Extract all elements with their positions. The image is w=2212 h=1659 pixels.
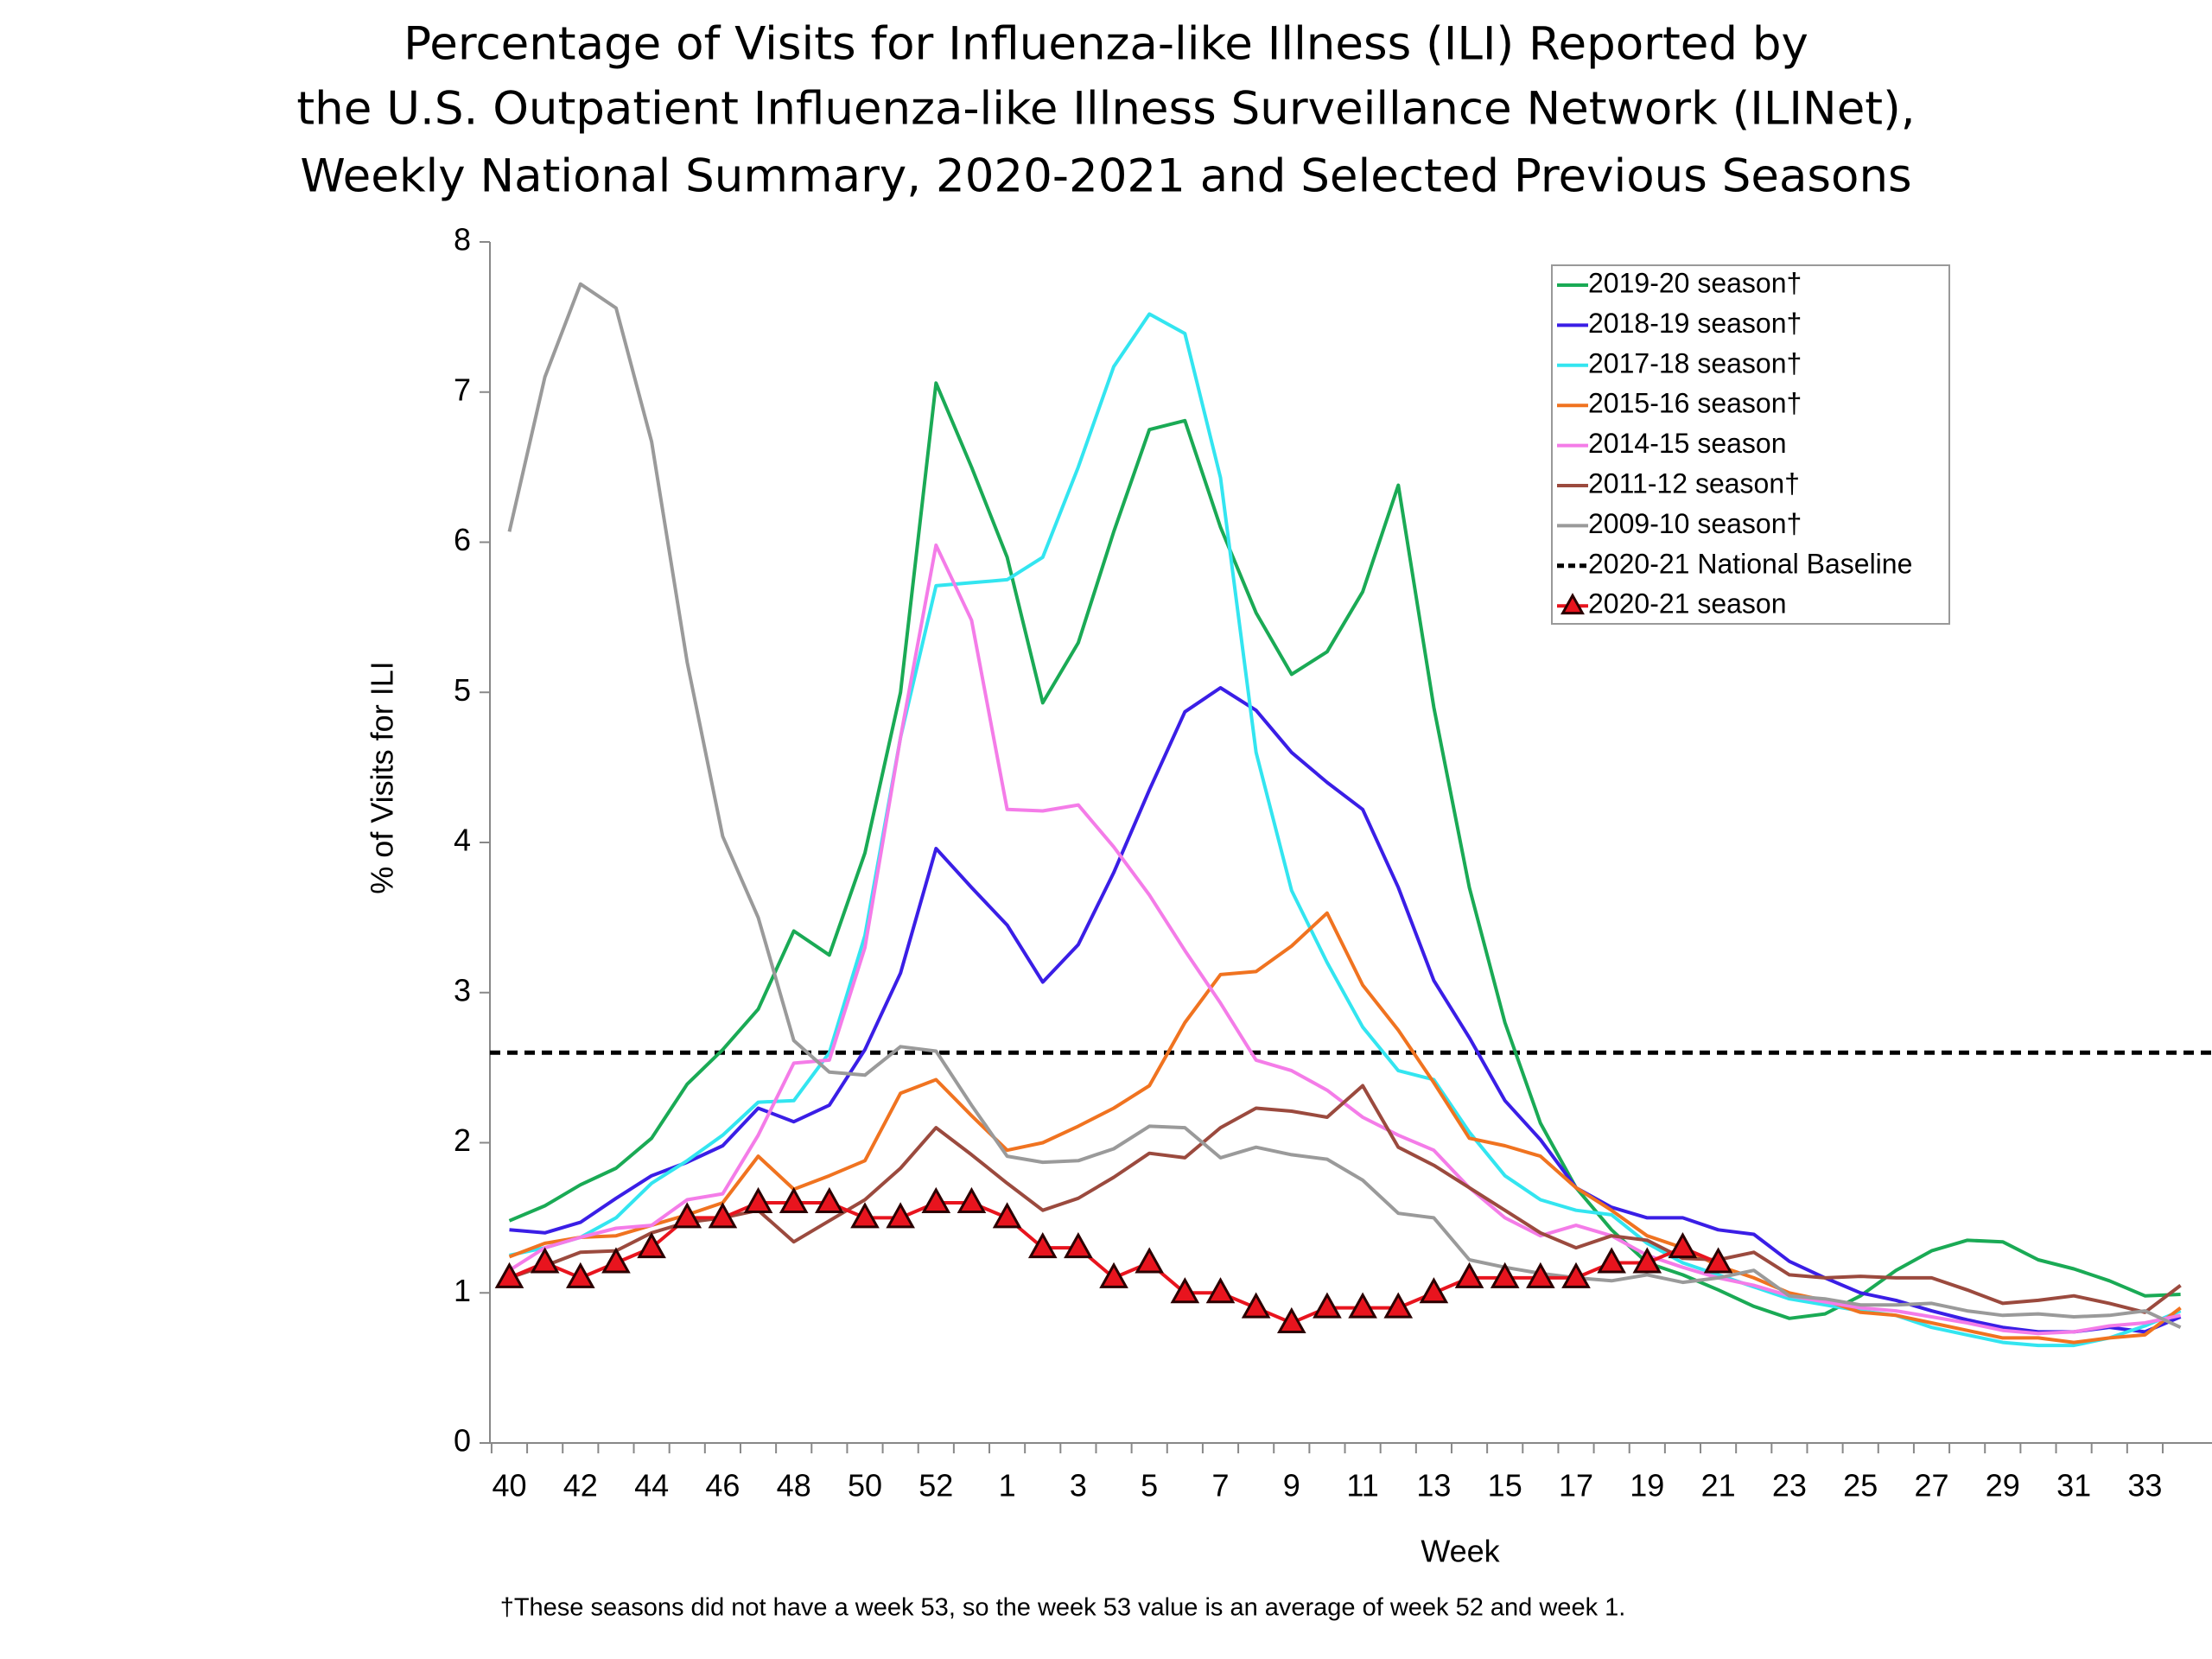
series-line [507, 282, 2182, 1330]
data-point [921, 1186, 951, 1213]
data-point [1205, 1277, 1236, 1304]
data-point [1419, 1277, 1449, 1304]
series-line [508, 381, 2181, 1320]
series-line [508, 543, 2182, 1336]
legend-label: 2009-10 season† [1588, 508, 1802, 539]
data-point [637, 1232, 666, 1259]
data-point [1099, 1262, 1128, 1288]
x-tick-label: 44 [634, 1468, 669, 1503]
data-point [1526, 1262, 1555, 1288]
x-tick-label: 33 [2127, 1468, 2162, 1503]
x-tick-label: 15 [1488, 1468, 1522, 1503]
x-tick-label: 9 [1283, 1468, 1300, 1503]
y-tick-label: 7 [454, 372, 471, 407]
x-tick-label: 27 [1914, 1468, 1948, 1503]
data-point [601, 1247, 631, 1274]
data-point [850, 1202, 880, 1229]
data-point [1348, 1292, 1377, 1319]
x-tick-label: 23 [1772, 1468, 1807, 1503]
legend-marker [1560, 593, 1585, 615]
chart-title: Percentage of Visits for Influenza-like … [404, 18, 1808, 71]
x-tick-label: 21 [1701, 1468, 1736, 1503]
x-tick-label: 50 [848, 1468, 882, 1503]
data-point [1668, 1232, 1698, 1259]
data-point [957, 1186, 987, 1213]
y-tick-label: 1 [454, 1273, 471, 1308]
x-tick-label: 29 [1986, 1468, 2020, 1503]
x-tick-label: 17 [1559, 1468, 1593, 1503]
y-tick-label: 0 [454, 1423, 471, 1459]
x-axis-label: Week [1421, 1534, 1500, 1569]
data-point [672, 1202, 702, 1229]
data-point [1454, 1262, 1484, 1288]
data-point [494, 1262, 524, 1288]
y-tick-label: 8 [454, 222, 471, 257]
legend-label: 2019-20 season† [1588, 267, 1802, 298]
legend-label: 2018-19 season† [1588, 308, 1802, 339]
data-point [1383, 1292, 1414, 1319]
data-point [1170, 1277, 1200, 1304]
x-tick-label: 11 [1346, 1468, 1378, 1503]
legend-label: 2014-15 season [1588, 428, 1787, 459]
data-point [708, 1202, 738, 1229]
series-line [508, 1084, 2182, 1314]
x-tick-label: 19 [1630, 1468, 1664, 1503]
data-point [1313, 1292, 1342, 1319]
data-point [1241, 1292, 1271, 1319]
legend-box [1551, 264, 1950, 625]
data-point [779, 1186, 809, 1213]
y-tick-label: 3 [454, 972, 471, 1007]
x-tick-label: 1 [999, 1468, 1016, 1503]
data-point [886, 1202, 915, 1229]
data-point [1561, 1262, 1591, 1288]
x-tick-label: 31 [2056, 1468, 2091, 1503]
data-point [1632, 1247, 1662, 1274]
legend-label: 2020-21 National Baseline [1588, 548, 1912, 579]
legend-label: 2011-12 season† [1588, 467, 1800, 499]
x-tick-label: 48 [777, 1468, 811, 1503]
x-tick-label: 25 [1843, 1468, 1878, 1503]
data-point [1597, 1247, 1626, 1274]
data-point [1135, 1247, 1165, 1274]
y-tick-label: 2 [454, 1122, 471, 1158]
data-point [1490, 1262, 1520, 1288]
legend-label: 2015-16 season† [1588, 388, 1802, 419]
data-point [1064, 1232, 1093, 1259]
chart-title: the U.S. Outpatient Influenza-like Illne… [296, 83, 1915, 136]
y-tick-label: 4 [454, 823, 471, 858]
legend-label: 2017-18 season† [1588, 347, 1802, 378]
x-tick-label: 42 [563, 1468, 598, 1503]
data-point [565, 1262, 595, 1288]
y-tick-label: 5 [454, 672, 471, 708]
x-tick-label: 3 [1070, 1468, 1087, 1503]
x-tick-label: 13 [1416, 1468, 1451, 1503]
x-tick-label: 46 [705, 1468, 740, 1503]
x-tick-label: 7 [1211, 1468, 1229, 1503]
chart-title: Weekly National Summary, 2020-2021 and S… [300, 150, 1911, 203]
data-point [815, 1186, 844, 1213]
x-tick-label: 40 [492, 1468, 526, 1503]
data-point [1027, 1232, 1058, 1259]
y-tick-label: 6 [454, 522, 471, 557]
data-point [530, 1247, 560, 1274]
x-tick-label: 5 [1141, 1468, 1158, 1503]
data-point [1276, 1306, 1306, 1333]
x-tick-label: 52 [918, 1468, 953, 1503]
y-axis-label: % of Visits for ILI [365, 661, 400, 893]
data-point [992, 1202, 1022, 1229]
data-point [1703, 1247, 1733, 1274]
series-line [509, 686, 2182, 1334]
data-point [743, 1186, 773, 1213]
legend-label: 2020-21 season [1588, 588, 1787, 620]
footnote: †These seasons did not have a week 53, s… [500, 1594, 1626, 1622]
series-line [508, 911, 2182, 1344]
